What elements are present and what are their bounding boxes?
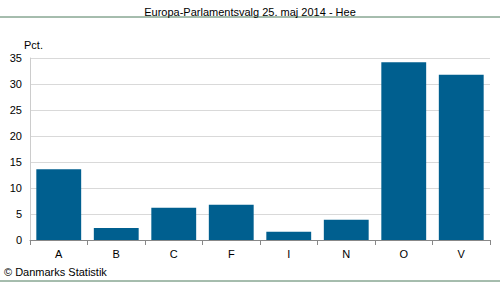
svg-text:F: F <box>228 248 235 260</box>
svg-text:B: B <box>113 248 120 260</box>
svg-text:O: O <box>399 248 408 260</box>
svg-text:25: 25 <box>10 104 22 116</box>
svg-text:35: 35 <box>10 52 22 64</box>
svg-text:© Danmarks Statistik: © Danmarks Statistik <box>4 266 107 278</box>
svg-text:15: 15 <box>10 156 22 168</box>
svg-text:I: I <box>287 248 290 260</box>
svg-text:Europa-Parlamentsvalg 25. maj: Europa-Parlamentsvalg 25. maj 2014 - Hee <box>144 6 356 18</box>
svg-text:5: 5 <box>16 208 22 220</box>
svg-text:Pct.: Pct. <box>24 39 43 51</box>
svg-text:20: 20 <box>10 130 22 142</box>
svg-text:30: 30 <box>10 78 22 90</box>
svg-text:C: C <box>170 248 178 260</box>
svg-text:V: V <box>458 248 466 260</box>
svg-text:10: 10 <box>10 182 22 194</box>
svg-text:0: 0 <box>16 234 22 246</box>
svg-text:A: A <box>55 248 63 260</box>
svg-text:N: N <box>342 248 350 260</box>
